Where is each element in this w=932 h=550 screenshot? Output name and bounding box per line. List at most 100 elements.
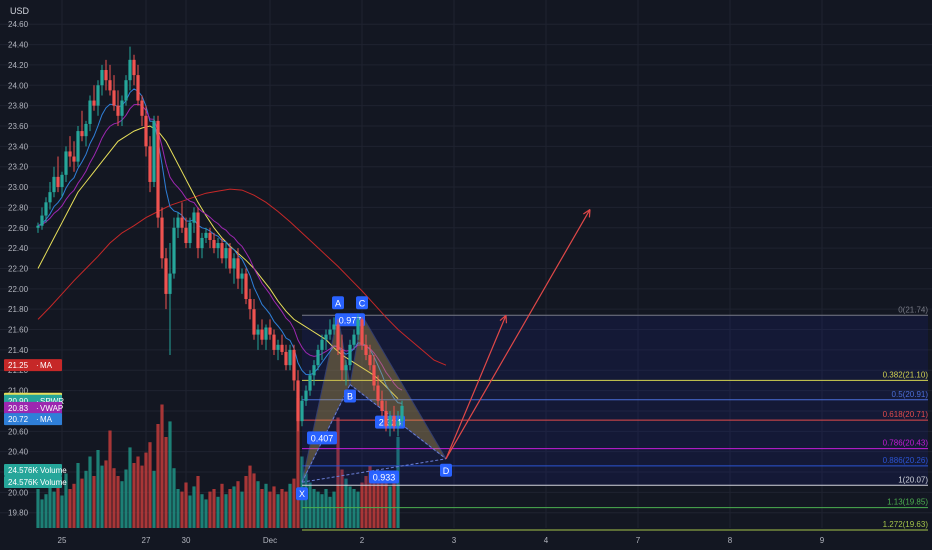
y-tick-label: 23.00	[8, 183, 29, 192]
y-tick-label: 22.60	[8, 224, 29, 233]
volume-bar	[228, 489, 232, 528]
price-tag-box	[4, 359, 62, 372]
candle-body	[44, 202, 48, 216]
projection-arrow[interactable]	[445, 208, 591, 460]
volume-bar	[276, 494, 280, 528]
candle-body	[172, 227, 176, 274]
volume-bar	[120, 481, 124, 528]
pattern-ratio-label: 0.933	[373, 472, 396, 482]
volume-bar	[56, 478, 60, 528]
price-tag-value: 20.90	[8, 397, 29, 406]
fib-label: 0(21.74)	[898, 305, 928, 314]
candle-body	[324, 334, 328, 340]
volume-bar	[172, 468, 176, 528]
volume-bar	[96, 450, 100, 528]
candle-body	[376, 385, 380, 401]
y-tick-label: 21.80	[8, 305, 29, 314]
candle-body	[352, 334, 356, 345]
candle-body	[204, 232, 208, 238]
volume-bar	[280, 489, 284, 528]
fib-label: 0.618(20.71)	[883, 410, 929, 419]
candle-body	[96, 85, 100, 106]
volume-bar	[148, 442, 152, 528]
volume-bar	[140, 465, 144, 528]
candle-body	[200, 237, 204, 249]
candle-body	[392, 416, 396, 427]
volume-bar	[92, 476, 96, 528]
volume-bar	[368, 465, 372, 528]
candle-body	[136, 75, 140, 101]
candle-body	[176, 217, 180, 228]
volume-bar	[116, 476, 120, 528]
candle-body	[56, 176, 60, 188]
x-tick-label: 27	[142, 536, 151, 545]
x-tick-label: Dec	[263, 536, 277, 545]
candle-body	[372, 365, 376, 386]
pattern-point-label: C	[359, 298, 366, 308]
price-tag-separator: ·	[36, 478, 39, 487]
price-tag-name: Volume	[40, 478, 67, 487]
volume-bar	[248, 465, 252, 528]
candle-body	[148, 146, 152, 182]
volume-bar	[220, 483, 224, 528]
volume-bar	[76, 463, 80, 528]
y-tick-label: 19.80	[8, 509, 29, 518]
volume-bar	[292, 478, 296, 528]
volume-bar	[36, 489, 40, 528]
candle-body	[380, 400, 384, 411]
x-tick-label: 2	[360, 536, 365, 545]
candle-body	[276, 344, 280, 350]
candle-body	[120, 100, 124, 116]
y-tick-label: 21.40	[8, 346, 29, 355]
volume-bar	[200, 494, 204, 528]
pattern-ratio-box	[307, 431, 337, 445]
volume-bar	[72, 483, 76, 528]
x-tick-label: 9	[820, 536, 825, 545]
candle-body	[220, 243, 224, 259]
pattern-ratio-label: 0.977	[339, 315, 362, 325]
y-tick-label: 23.20	[8, 163, 29, 172]
price-tag-name: VWAP	[40, 404, 63, 413]
candle-body	[116, 105, 120, 116]
volume-bar	[352, 489, 356, 528]
candle-body	[76, 131, 80, 162]
fib-label: 0.786(20.43)	[883, 439, 929, 448]
y-tick-label: 20.60	[8, 427, 29, 436]
volume-bar	[180, 491, 184, 528]
y-tick-label: 21.60	[8, 326, 29, 335]
candlesticks	[36, 46, 404, 437]
price-tag-name: Volume	[40, 466, 67, 475]
volume-bar	[104, 460, 108, 528]
candle-body	[268, 327, 272, 335]
candle-body	[88, 100, 92, 124]
candle-body	[212, 239, 216, 249]
volume-bar	[264, 483, 268, 528]
price-tag-value: 20.83	[8, 404, 29, 413]
fibonacci-levels: 0(21.74) 0.382(21.10) 0.5(20.91) 0.618(20.7…	[302, 305, 929, 531]
volume-bar	[356, 491, 360, 528]
volume-bar	[372, 473, 376, 528]
candle-body	[216, 243, 220, 249]
candle-body	[240, 273, 244, 279]
pattern-point-box	[344, 389, 356, 403]
price-tag-value: 20.72	[8, 415, 29, 424]
candle-body	[272, 334, 276, 350]
candle-body	[300, 400, 304, 422]
pattern-point-label: X	[299, 489, 305, 499]
candle-body	[124, 80, 128, 101]
candle-body	[308, 375, 312, 391]
y-tick-label: 23.60	[8, 122, 29, 131]
projection-arrow-long-head	[583, 208, 591, 215]
volume-bar	[160, 404, 164, 528]
candle-body	[168, 273, 172, 294]
candle-body	[52, 176, 56, 193]
pattern-point-box	[440, 463, 452, 477]
y-tick-label: 22.40	[8, 244, 29, 253]
volume-bar	[316, 491, 320, 528]
volume-bar	[360, 482, 364, 528]
x-tick-label: 8	[728, 536, 733, 545]
price-tag-separator: ·	[36, 361, 39, 370]
